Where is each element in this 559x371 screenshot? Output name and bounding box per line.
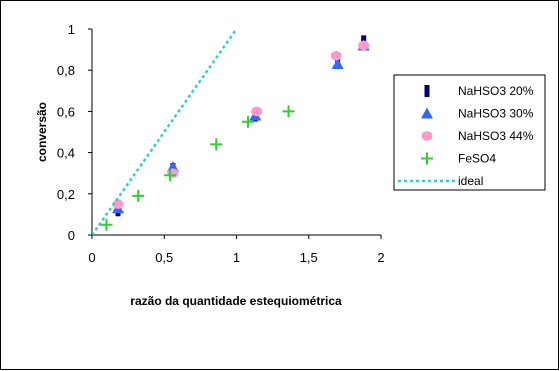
- y-tick-label: 1: [68, 22, 75, 37]
- data-point: [100, 218, 113, 231]
- legend-label: NaHSO3 44%: [458, 129, 534, 143]
- data-point: [164, 169, 177, 182]
- legend-swatch: [421, 152, 433, 165]
- x-tick-label: 0,5: [155, 250, 173, 265]
- legend-label: ideal: [458, 174, 483, 188]
- series-2: [112, 40, 370, 209]
- data-point: [112, 199, 124, 209]
- legend-swatch: [421, 131, 433, 141]
- series-0: [115, 35, 367, 217]
- axes: 0 0,5 1 1,5 2 0 0,2 0,4 0,6 0,8 1: [57, 22, 385, 265]
- y-tick-label: 0,6: [57, 104, 75, 119]
- data-point: [251, 106, 263, 117]
- legend: NaHSO3 20% NaHSO3 30% NaHSO3 44% FeSO4 ideal: [393, 74, 546, 191]
- series-1: [112, 39, 370, 214]
- legend-label: NaHSO3 20%: [458, 84, 534, 98]
- x-axis-title: razão da quantidade estequiométrica: [130, 294, 342, 308]
- series-4: [92, 29, 238, 235]
- legend-swatch: [424, 85, 430, 97]
- y-tick-label: 0,2: [57, 187, 75, 202]
- x-tick-label: 1: [233, 250, 240, 265]
- x-tick-label: 1,5: [300, 250, 318, 265]
- data-point: [132, 189, 145, 202]
- x-tick-label: 2: [377, 250, 384, 265]
- y-tick-label: 0,8: [57, 63, 75, 78]
- legend-swatch: [421, 107, 433, 119]
- legend-box: [393, 74, 546, 191]
- ideal-line: [92, 29, 238, 235]
- data-point: [331, 58, 344, 70]
- series-3: [100, 105, 295, 231]
- y-tick-label: 0: [68, 228, 75, 243]
- data-point: [242, 115, 255, 128]
- data-point: [210, 138, 223, 151]
- legend-label: FeSO4: [458, 152, 496, 166]
- legend-label: NaHSO3 30%: [458, 107, 534, 121]
- plot-series: [92, 29, 370, 235]
- data-point: [358, 40, 370, 51]
- x-tick-label: 0: [88, 250, 95, 265]
- data-point: [330, 50, 342, 61]
- data-point: [282, 105, 295, 118]
- y-tick-label: 0,4: [57, 146, 75, 161]
- y-axis-title: conversão: [35, 102, 49, 162]
